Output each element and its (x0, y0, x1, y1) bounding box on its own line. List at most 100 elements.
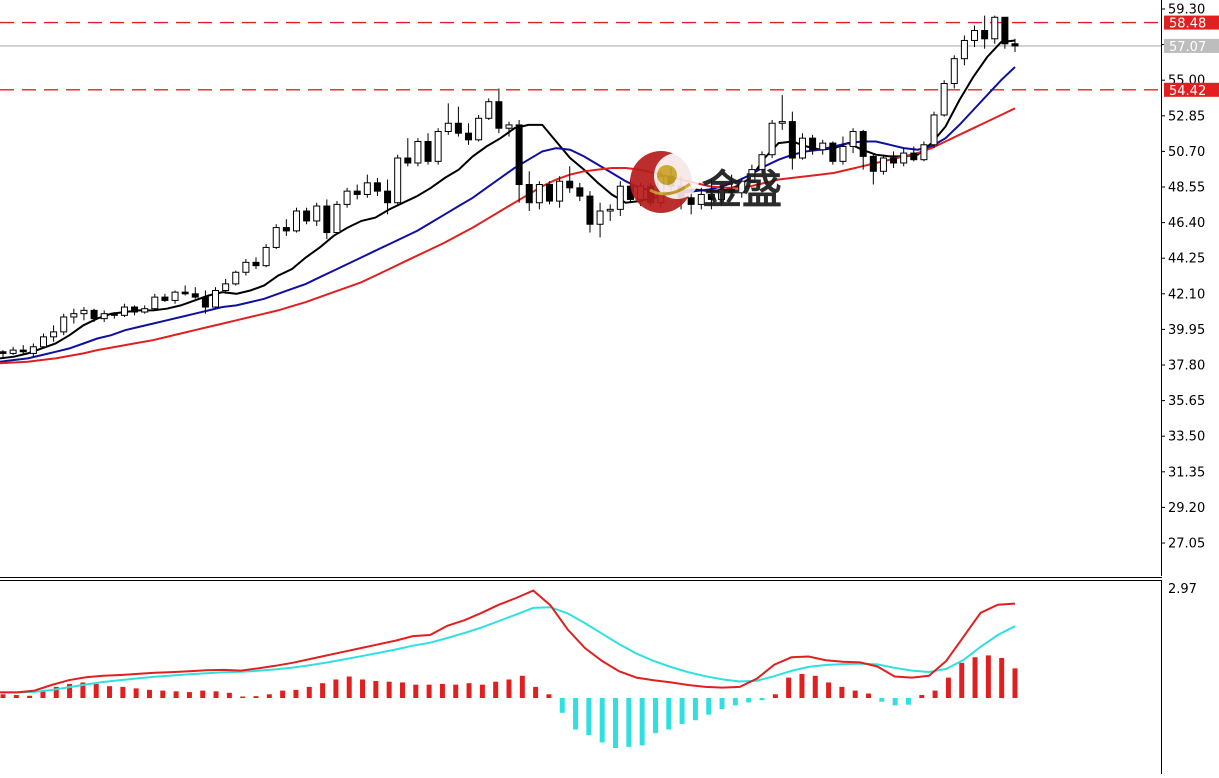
macd-histogram-bar (67, 683, 73, 698)
macd-histogram-bar (679, 698, 685, 724)
candle-body (141, 308, 149, 313)
candle-body (697, 193, 705, 205)
candle (161, 293, 169, 303)
macd-histogram-bar (866, 693, 872, 698)
price-level-badge (1164, 82, 1219, 97)
candle (697, 187, 705, 210)
macd-histogram-bar (812, 675, 818, 698)
macd-histogram-bar (985, 655, 991, 698)
macd-histogram-bar (826, 682, 832, 698)
candle-body (70, 313, 78, 318)
candle (748, 164, 756, 183)
candle (566, 166, 574, 193)
macd-lines (0, 589, 1016, 694)
y-tick-label: 42.10 (1168, 287, 1205, 302)
candle-body (950, 58, 958, 85)
candle (353, 184, 361, 200)
macd-histogram-bar (439, 683, 445, 698)
macd-histogram-bar (932, 690, 938, 698)
y-tick-label: 37.80 (1168, 359, 1205, 374)
candle-body (110, 313, 118, 316)
macd-histogram-bar (666, 698, 672, 730)
macd-histogram-bar (945, 677, 951, 698)
candle-body (768, 122, 776, 156)
candle-body (29, 346, 37, 354)
candle-body (222, 283, 230, 291)
candle (19, 345, 27, 356)
macd-histogram-bar (280, 690, 286, 698)
candle (576, 182, 584, 202)
macd-histogram-bar (360, 679, 366, 698)
indicator-y-axis: 2.97 (1168, 582, 1197, 597)
candle-body (414, 140, 422, 164)
candle (373, 177, 381, 197)
candle (191, 287, 199, 299)
candle (80, 307, 88, 321)
candle-body (991, 16, 999, 40)
macd-histogram-bar (852, 690, 858, 698)
candle-body (80, 309, 88, 315)
candle-body (515, 124, 523, 186)
macd-histogram-bar (226, 692, 232, 698)
macd-histogram-bar (573, 698, 579, 730)
candle (788, 111, 796, 170)
candle (424, 133, 432, 165)
candle (940, 80, 948, 117)
macd-histogram-bar (426, 684, 432, 698)
candle (242, 259, 250, 276)
macd-histogram-bar (892, 698, 898, 706)
candle (384, 179, 392, 215)
candle-body (525, 184, 533, 204)
candle-body (19, 349, 27, 353)
candle (728, 174, 736, 197)
candle-body (758, 154, 766, 171)
candle-body (707, 193, 715, 200)
candle (414, 138, 422, 167)
candle-body (424, 140, 432, 162)
candle (768, 119, 776, 159)
candle-body (313, 205, 321, 222)
candle-body (90, 309, 98, 320)
candle (232, 270, 240, 286)
candle (444, 103, 452, 135)
macd-histogram-bar (0, 694, 6, 698)
y-tick-label: 46.40 (1168, 216, 1205, 231)
candle (859, 129, 867, 170)
candle-body (545, 184, 553, 202)
candle (0, 350, 7, 359)
candle (404, 138, 412, 167)
candle-body (242, 261, 250, 273)
candle-body (535, 184, 543, 204)
macd-histogram-bar (706, 698, 712, 715)
candle (950, 55, 958, 89)
candle-body (201, 296, 209, 308)
candle-body (839, 145, 847, 162)
candle-body (849, 131, 857, 147)
candle-body (120, 306, 128, 316)
macd-histogram-bar (972, 657, 978, 698)
candle (798, 133, 806, 160)
macd-histogram-bar (746, 698, 752, 703)
candle-body (272, 227, 280, 248)
candle (262, 244, 270, 268)
candle (910, 146, 918, 162)
candle (9, 346, 17, 356)
candle-body (869, 155, 877, 172)
candle (495, 88, 503, 134)
candle (879, 154, 887, 175)
candle-body (809, 137, 817, 151)
candle-body (718, 188, 726, 200)
candle-body (282, 227, 290, 232)
macd-histogram-bar (732, 698, 738, 706)
macd-histogram-bar (399, 682, 405, 698)
macd-histogram-bar (240, 696, 246, 699)
candle (890, 151, 898, 168)
candle (100, 310, 108, 322)
watermark-text: 金盛 (701, 167, 782, 213)
candle-body (890, 157, 898, 164)
y-tick-label: 52.85 (1168, 109, 1205, 124)
candle (282, 219, 290, 236)
candle (515, 119, 523, 203)
candle (39, 333, 47, 349)
candle-body (252, 261, 260, 267)
